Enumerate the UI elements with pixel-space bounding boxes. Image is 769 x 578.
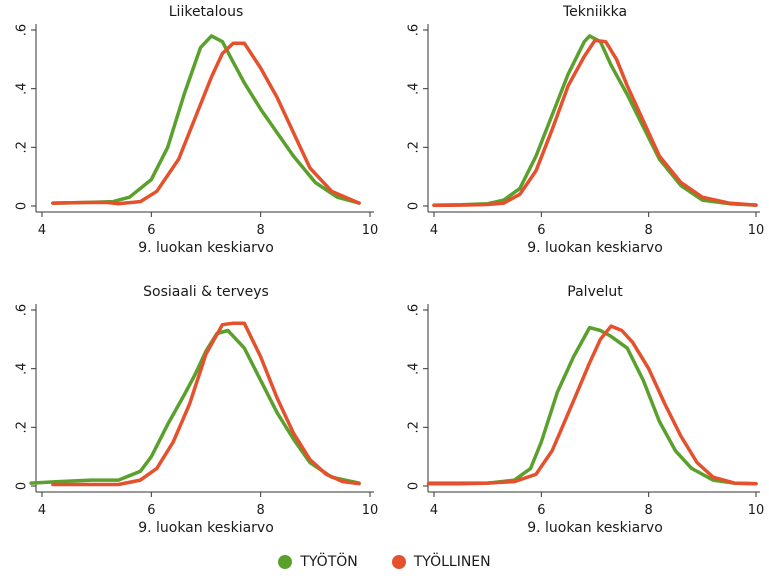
legend-swatch-tyoton — [278, 555, 293, 569]
series-line-tyollinen — [426, 324, 758, 486]
x-tick-label: 8 — [257, 223, 265, 238]
legend: TYÖTÖN TYÖLLINEN — [0, 550, 769, 574]
x-tick-label: 6 — [537, 223, 545, 238]
y-tick-label: 0 — [15, 202, 30, 210]
y-tick-label: .4 — [407, 82, 422, 94]
chart-panel-1: Liiketalous 0 .2 .4 .6 4 6 8 10 9. luokan keskiar… — [15, 4, 379, 256]
series-line-tyoton — [432, 34, 758, 207]
y-tick-label: .6 — [407, 24, 422, 36]
x-tick-label: 8 — [257, 503, 265, 518]
chart-panel-3: Sosiaali & terveys 0 .2 .4 .6 4 6 8 10 9. luokan … — [15, 284, 379, 536]
x-axis-label: 9. luokan keskiarvo — [527, 520, 663, 536]
x-tick-label: 4 — [38, 503, 46, 518]
x-tick-label: 8 — [645, 503, 653, 518]
y-tick-label: .4 — [15, 82, 30, 94]
series-line-tyoton — [426, 325, 758, 486]
chart-title: Sosiaali & terveys — [143, 284, 269, 300]
x-tick-label: 6 — [147, 223, 155, 238]
x-tick-label: 8 — [645, 223, 653, 238]
y-tick-label: .6 — [15, 24, 30, 36]
x-tick-label: 4 — [430, 503, 438, 518]
legend-swatch-tyollinen — [391, 555, 406, 569]
x-tick-label: 4 — [38, 223, 46, 238]
series-line-tyollinen — [432, 38, 758, 208]
chart-title: Palvelut — [567, 284, 623, 300]
x-tick-label: 10 — [748, 503, 765, 518]
series-line-tyollinen — [51, 41, 361, 206]
x-axis-label: 9. luokan keskiarvo — [527, 240, 663, 256]
legend-label-tyollinen: TYÖLLINEN — [413, 554, 491, 570]
chart-title: Liiketalous — [169, 4, 244, 20]
legend-entry-tyoton: TYÖTÖN — [278, 554, 358, 570]
x-tick-label: 4 — [430, 223, 438, 238]
x-tick-label: 10 — [362, 503, 379, 518]
y-tick-label: .2 — [407, 141, 422, 153]
y-tick-label: .6 — [407, 304, 422, 316]
y-tick-label: 0 — [407, 202, 422, 210]
x-tick-label: 10 — [748, 223, 765, 238]
x-axis-label: 9. luokan keskiarvo — [138, 240, 274, 256]
series-line-tyoton — [51, 34, 361, 205]
chart-panel-4: Palvelut 0 .2 .4 .6 4 6 8 10 9. luokan keskiarvo — [407, 284, 765, 536]
y-tick-label: .6 — [15, 304, 30, 316]
y-tick-label: 0 — [407, 482, 422, 490]
y-tick-label: .2 — [15, 421, 30, 433]
legend-label-tyoton: TYÖTÖN — [300, 554, 358, 570]
x-tick-label: 6 — [147, 503, 155, 518]
y-tick-label: .2 — [407, 421, 422, 433]
chart-panel-2: Tekniikka 0 .2 .4 .6 4 6 8 10 9. luokan keskiarvo — [407, 4, 765, 256]
x-tick-label: 10 — [362, 223, 379, 238]
y-tick-label: .2 — [15, 141, 30, 153]
y-tick-label: .4 — [407, 362, 422, 374]
legend-entry-tyollinen: TYÖLLINEN — [391, 554, 491, 570]
y-tick-label: 0 — [15, 482, 30, 490]
y-tick-label: .4 — [15, 362, 30, 374]
chart-title: Tekniikka — [562, 4, 627, 20]
series-line-tyollinen — [51, 321, 361, 487]
x-axis-label: 9. luokan keskiarvo — [138, 520, 274, 536]
x-tick-label: 6 — [537, 503, 545, 518]
